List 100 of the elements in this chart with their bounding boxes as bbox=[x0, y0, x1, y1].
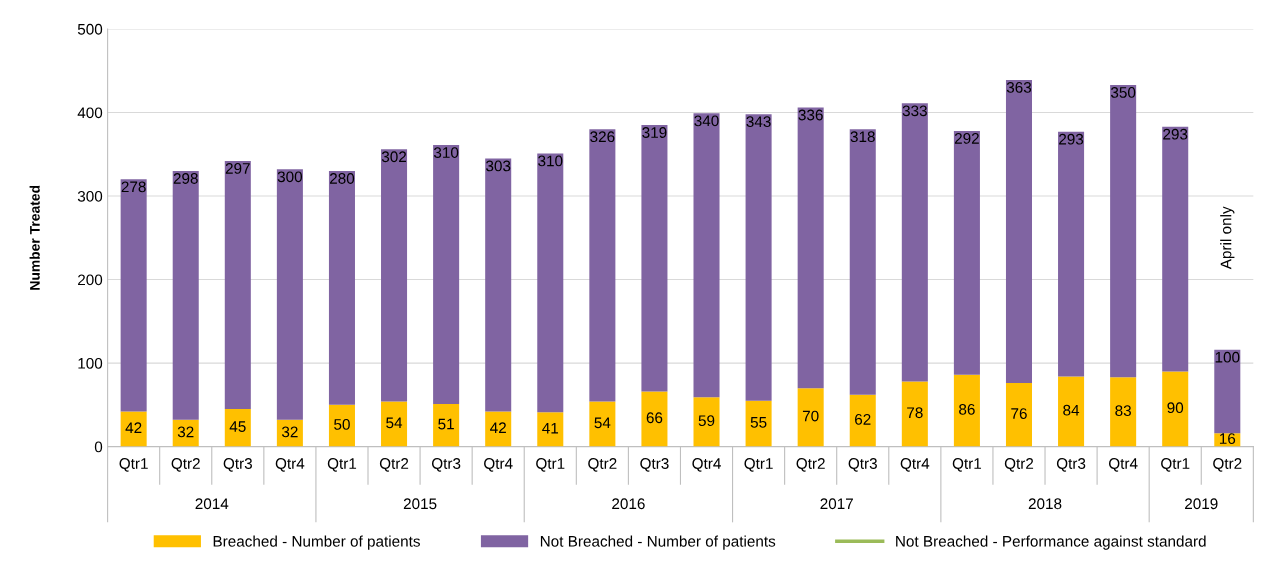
data-label: 90 bbox=[1167, 402, 1184, 414]
bar bbox=[224, 160, 251, 410]
bar bbox=[589, 129, 616, 402]
x-tick-label: Qtr1 bbox=[1161, 458, 1190, 472]
legend-label: Not Breached - Number of patients bbox=[540, 535, 776, 550]
bar bbox=[120, 179, 147, 412]
bar bbox=[1058, 376, 1085, 447]
bar bbox=[1162, 371, 1189, 447]
annotation: April only bbox=[1220, 206, 1235, 270]
data-label: 16 bbox=[1219, 433, 1236, 445]
bar bbox=[485, 411, 512, 447]
data-label: 76 bbox=[1011, 408, 1027, 419]
text: 2017 bbox=[820, 498, 853, 510]
bar bbox=[849, 129, 876, 395]
bar bbox=[1005, 79, 1033, 384]
bar bbox=[901, 381, 928, 447]
x-tick-label: Qtr2 bbox=[379, 458, 409, 472]
bar bbox=[693, 113, 720, 398]
bar bbox=[953, 130, 980, 375]
data-label: 293 bbox=[1163, 128, 1188, 140]
x-tick-label: Qtr2 bbox=[1213, 458, 1242, 472]
bar bbox=[1005, 383, 1033, 447]
bar bbox=[1214, 349, 1241, 434]
data-label: 293 bbox=[1059, 133, 1084, 145]
x-tick-label: Qtr4 bbox=[275, 458, 305, 472]
data-label: 280 bbox=[329, 173, 355, 184]
x-tick-label: Qtr4 bbox=[692, 458, 721, 472]
bar bbox=[276, 169, 303, 420]
data-label: 319 bbox=[642, 127, 667, 138]
x-tick-label: Qtr2 bbox=[796, 458, 825, 472]
x-tick-label: Qtr4 bbox=[1109, 458, 1138, 472]
bar bbox=[693, 397, 720, 447]
data-label: 41 bbox=[542, 422, 559, 434]
data-label: 302 bbox=[381, 151, 407, 163]
data-label: 32 bbox=[177, 426, 194, 438]
bar bbox=[381, 149, 408, 402]
bar bbox=[589, 401, 616, 447]
bar bbox=[485, 158, 512, 412]
text: 2014 bbox=[195, 498, 229, 510]
data-label: 42 bbox=[125, 422, 142, 434]
bar bbox=[276, 419, 303, 447]
data-label: 298 bbox=[173, 173, 198, 184]
data-label: 343 bbox=[746, 116, 771, 128]
data-label: 300 bbox=[277, 171, 303, 183]
bar bbox=[172, 419, 199, 447]
bar bbox=[849, 394, 876, 447]
data-label: 32 bbox=[281, 426, 298, 438]
data-label: 54 bbox=[386, 417, 403, 429]
data-label: 340 bbox=[694, 115, 719, 127]
bar bbox=[1110, 377, 1137, 447]
bar bbox=[381, 401, 408, 447]
bar bbox=[641, 391, 668, 447]
y-tick-label: 300 bbox=[77, 190, 103, 202]
bar bbox=[745, 114, 772, 401]
data-label: 318 bbox=[850, 131, 875, 143]
x-tick-label: Qtr1 bbox=[744, 458, 773, 472]
data-label: 55 bbox=[750, 417, 767, 428]
data-label: 333 bbox=[902, 105, 927, 117]
y-tick-label: 100 bbox=[78, 357, 103, 369]
data-label: 336 bbox=[798, 109, 823, 121]
data-label: 86 bbox=[959, 403, 975, 415]
data-label: 51 bbox=[438, 418, 454, 430]
y-axis-title: Number Treated bbox=[29, 185, 40, 290]
data-label: 66 bbox=[646, 412, 663, 424]
bar bbox=[433, 145, 460, 404]
bar bbox=[537, 153, 564, 413]
legend-label: Breached - Number of patients bbox=[213, 535, 420, 550]
bar bbox=[797, 107, 824, 389]
bar bbox=[1058, 131, 1085, 377]
x-tick-label: Qtr2 bbox=[588, 458, 617, 472]
x-tick-label: Qtr3 bbox=[223, 458, 252, 472]
bar bbox=[224, 409, 251, 447]
y-tick-label: 0 bbox=[94, 441, 103, 453]
text: 2019 bbox=[1185, 498, 1218, 510]
text: 2018 bbox=[1028, 498, 1062, 510]
x-tick-label: Qtr1 bbox=[119, 458, 148, 472]
data-label: 278 bbox=[121, 181, 146, 193]
bar bbox=[537, 412, 564, 447]
bar bbox=[1110, 84, 1137, 378]
data-label: 303 bbox=[486, 160, 511, 172]
data-label: 59 bbox=[698, 415, 715, 427]
y-tick-label: 500 bbox=[77, 23, 103, 35]
x-tick-label: Qtr1 bbox=[536, 458, 565, 472]
data-label: 50 bbox=[334, 419, 350, 430]
x-tick-label: Qtr4 bbox=[484, 458, 513, 472]
x-tick-label: Qtr3 bbox=[640, 458, 669, 472]
legend-label: Not Breached - Performance against standard bbox=[896, 535, 1206, 550]
data-label: 62 bbox=[855, 413, 871, 425]
data-label: 363 bbox=[1006, 82, 1032, 93]
bar bbox=[328, 170, 355, 405]
y-tick-label: 400 bbox=[77, 107, 103, 119]
bar bbox=[901, 103, 928, 382]
data-label: 84 bbox=[1063, 404, 1080, 416]
x-tick-label: Qtr2 bbox=[171, 458, 200, 472]
data-label: 45 bbox=[229, 421, 246, 432]
x-tick-label: Qtr3 bbox=[431, 458, 461, 472]
data-label: 310 bbox=[433, 147, 459, 158]
data-label: 83 bbox=[1115, 405, 1131, 417]
bar bbox=[172, 170, 199, 420]
bar bbox=[953, 374, 980, 447]
